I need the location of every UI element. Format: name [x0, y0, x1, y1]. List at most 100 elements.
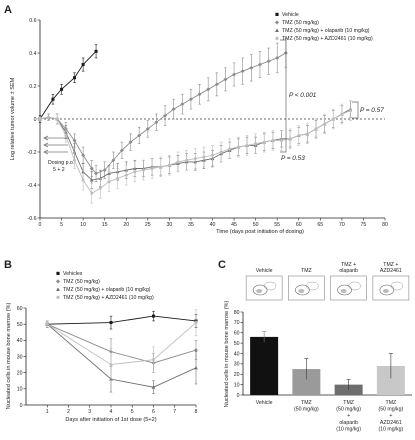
- a-data-point: [133, 170, 137, 174]
- b-data-point: [109, 321, 113, 325]
- a-data-point: [349, 109, 352, 113]
- a-x-tick-label: 30: [166, 222, 172, 228]
- c-y-axis-label: Nucleated cells in mouse bone marrow (%): [224, 301, 230, 408]
- a-y-tick-label: 0.2: [29, 84, 36, 90]
- c-category-label: AZD2461: [380, 420, 402, 426]
- c-inset-label: TMZ +: [341, 262, 356, 268]
- b-series-1: [45, 320, 198, 373]
- a-data-point: [245, 143, 249, 147]
- a-legend-marker: [275, 28, 279, 32]
- c-inset-population: [256, 289, 263, 293]
- a-legend-label: TMZ (50 mg/kg) + olaparib (10 mg/kg): [282, 28, 370, 34]
- a-data-point: [60, 87, 64, 91]
- b-x-tick-label: 4: [110, 409, 113, 415]
- a-data-point: [257, 62, 262, 67]
- a-data-point: [314, 127, 318, 131]
- c-category-label: +: [389, 413, 392, 419]
- b-y-tick-label: 30: [17, 354, 23, 360]
- b-x-axis-label: Days after initiation of 1st dose (5+2): [65, 417, 156, 423]
- a-data-point: [193, 157, 197, 161]
- b-legend-marker: [56, 295, 60, 299]
- a-series-2: [38, 100, 353, 189]
- a-x-tick-label: 60: [296, 222, 302, 228]
- c-inset-gate: [390, 281, 404, 291]
- a-data-point: [223, 77, 228, 82]
- a-series-0: [38, 44, 98, 123]
- a-x-tick-label: 35: [188, 222, 194, 228]
- a-data-point: [228, 147, 232, 151]
- a-x-tick-label: 10: [80, 222, 86, 228]
- a-y-tick-label: -0.6: [28, 216, 37, 222]
- a-data-point: [73, 158, 76, 162]
- a-data-point: [89, 178, 94, 182]
- a-data-point: [297, 134, 301, 137]
- c-y-tick-label: 50: [234, 341, 240, 347]
- b-series-line: [47, 323, 197, 364]
- a-x-tick-label: 5: [60, 222, 63, 228]
- c-bar: [250, 336, 279, 395]
- a-data-point: [202, 155, 206, 159]
- b-x-tick-label: 6: [152, 409, 155, 415]
- a-data-point: [47, 115, 51, 119]
- c-inset-gate: [295, 284, 310, 296]
- b-series-line: [47, 322, 197, 366]
- b-y-tick-label: 0: [20, 403, 23, 409]
- b-x-tick-label: 7: [173, 409, 176, 415]
- b-legend-label: Vehicles: [63, 271, 83, 277]
- a-x-tick-label: 0: [39, 222, 42, 228]
- a-data-point: [128, 140, 133, 145]
- c-inset-plot: [288, 275, 325, 301]
- c-category-label: TMZ: [386, 400, 397, 406]
- c-inset-label: olaparib: [339, 268, 358, 274]
- a-data-point: [266, 59, 271, 64]
- a-legend-marker: [275, 36, 279, 41]
- a-data-point: [331, 117, 335, 121]
- b-series-3: [45, 309, 198, 382]
- a-data-point: [180, 102, 185, 107]
- panel-b-chart: 0 10 20 30 40 50 60 1 2 3 4 5 6 7 8 Nucleated cells i…: [6, 271, 198, 423]
- a-legend: Vehicle TMZ (50 mg/kg) TMZ (50 mg/kg) + ol…: [274, 12, 373, 42]
- a-legend-label: TMZ (50 mg/kg) + AZD2461 (10 mg/kg): [282, 36, 373, 42]
- c-inset-gate: [306, 281, 319, 291]
- a-data-point: [305, 132, 309, 136]
- b-data-point: [45, 322, 49, 326]
- a-data-point: [98, 186, 102, 190]
- b-legend-marker: [55, 279, 61, 284]
- panel-letter-a: A: [4, 4, 12, 16]
- a-legend-marker: [275, 12, 279, 16]
- a-data-point: [81, 63, 85, 67]
- a-series-3: [38, 100, 352, 204]
- b-legend-marker: [56, 271, 60, 275]
- c-y-tick-label: 40: [234, 351, 240, 357]
- b-y-tick-label: 50: [17, 322, 23, 328]
- c-y-tick-label: 10: [234, 382, 240, 388]
- a-x-tick-label: 50: [253, 222, 259, 228]
- annotation-p-053: P = 0.53: [281, 155, 305, 162]
- a-data-point: [340, 112, 344, 116]
- a-x-tick-label: 20: [123, 222, 129, 228]
- a-y-tick-label: -0.2: [28, 150, 37, 156]
- a-data-point: [236, 145, 240, 149]
- c-y-tick-label: 0: [237, 393, 240, 399]
- a-data-point: [51, 97, 55, 101]
- panel-a-chart: -0.6 -0.4 -0.2 0 0.2 0.4 0.6 0 5 10 15 20 25 30 35 40 4…: [10, 12, 388, 235]
- a-data-point: [89, 166, 94, 171]
- b-y-tick-label: 60: [17, 306, 23, 312]
- a-data-point: [262, 140, 266, 144]
- b-y-tick-label: 10: [17, 387, 23, 393]
- a-y-axis-label: Log relative tumor volume ± SEM: [10, 77, 16, 160]
- b-series-2: [45, 320, 198, 394]
- a-data-point: [214, 82, 219, 87]
- a-y-tick-label: 0.6: [29, 18, 36, 24]
- c-inset-label: AZD2461: [380, 268, 402, 274]
- a-data-point: [81, 153, 86, 158]
- a-data-point: [145, 126, 150, 131]
- a-data-point: [94, 171, 99, 176]
- c-inset-plot: [372, 275, 410, 301]
- a-data-point: [73, 76, 76, 80]
- a-data-point: [55, 117, 59, 121]
- a-data-point: [185, 158, 189, 162]
- dosing-schedule: 5 + 2: [53, 167, 65, 173]
